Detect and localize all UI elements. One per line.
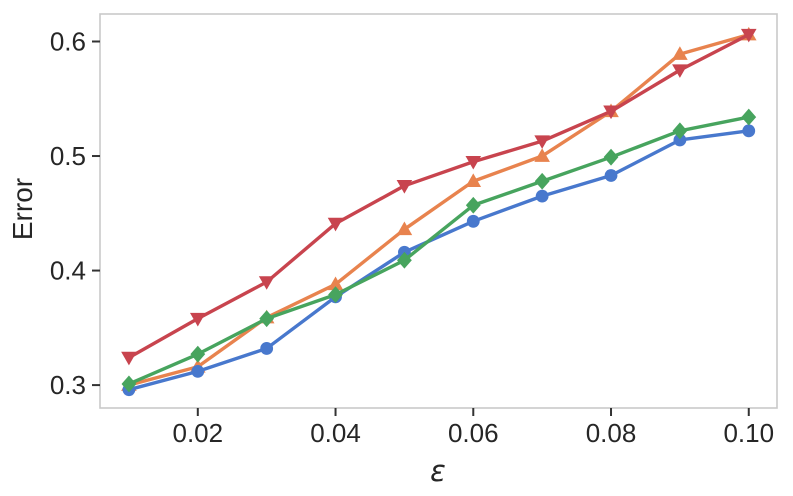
red-triangle-down-series-marker [189, 312, 206, 327]
green-diamond-series-marker [603, 148, 619, 166]
red-triangle-down-series-marker [121, 351, 137, 366]
green-diamond-series-marker [259, 310, 275, 328]
blue-circle-series-marker [535, 189, 549, 203]
orange-triangle-up-series-marker [672, 46, 688, 60]
blue-circle-series-marker [466, 214, 480, 228]
orange-triangle-up-series-marker [465, 173, 482, 188]
y-tick-label: 0.3 [50, 370, 86, 400]
blue-circle-series-marker [191, 364, 205, 378]
x-tick-label: 0.06 [448, 418, 499, 448]
y-tick-label: 0.4 [50, 256, 86, 286]
red-triangle-down-series-marker [672, 64, 688, 78]
blue-circle-series-marker [742, 124, 756, 138]
green-diamond-series-line [127, 115, 751, 386]
red-triangle-down-series-marker [534, 135, 550, 149]
blue-circle-series-marker [673, 133, 687, 147]
x-tick-label: 0.10 [723, 418, 774, 448]
red-triangle-down-series-marker [258, 276, 275, 290]
blue-circle-series-marker [260, 342, 274, 355]
red-triangle-down-series-marker [327, 217, 344, 232]
x-tick-label: 0.04 [310, 418, 361, 448]
red-triangle-down-series-marker [740, 28, 757, 43]
red-triangle-down-series-line [127, 32, 751, 360]
orange-triangle-up-series-line [127, 32, 751, 387]
orange-triangle-up-series-marker [534, 148, 550, 162]
x-tick-label: 0.08 [586, 418, 637, 448]
green-diamond-series-marker [672, 122, 688, 140]
y-tick-label: 0.6 [50, 26, 86, 56]
x-axis-label: ε [430, 454, 446, 488]
red-triangle-down-series-marker [396, 180, 413, 194]
red-triangle-down-series-marker [603, 105, 619, 120]
y-axis-label: Error [7, 178, 38, 240]
green-diamond-series-marker [328, 286, 343, 304]
orange-triangle-up-series-marker [396, 221, 413, 236]
green-diamond-series-marker [741, 108, 757, 126]
orange-triangle-up-series-marker [327, 276, 344, 291]
green-diamond-series-marker [190, 345, 206, 363]
green-diamond-series-marker [534, 172, 550, 190]
blue-circle-series-marker [604, 169, 618, 182]
plot-group: 0.02 0.04 0.06 0.08 0.10 0.3 0.4 0.5 0.6 [50, 13, 778, 448]
blue-circle-series-line [127, 129, 751, 392]
green-diamond-series-marker [465, 196, 481, 214]
green-diamond-series-marker [121, 375, 137, 393]
x-tick-label: 0.02 [172, 418, 223, 448]
y-tick-label: 0.5 [50, 141, 86, 171]
red-triangle-down-series-marker [465, 155, 482, 170]
plot-border [99, 13, 778, 409]
green-diamond-series-marker [397, 251, 412, 269]
